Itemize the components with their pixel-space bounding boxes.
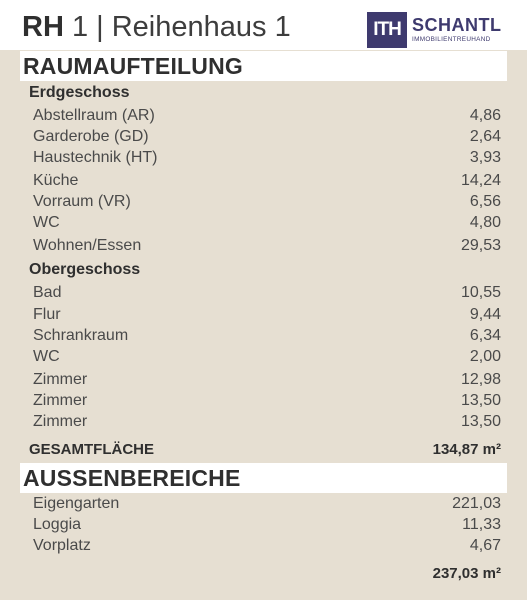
room-area: 12,98: [460, 371, 501, 388]
table-row: Küche 14,24: [33, 172, 501, 192]
room-area: 4,86: [469, 107, 501, 124]
room-area: 2,00: [469, 348, 501, 365]
table-row: Garderobe (GD) 2,64: [33, 128, 501, 148]
area-value: 221,03: [452, 495, 501, 512]
table-row: Zimmer 13,50: [33, 392, 501, 412]
room-area: 14,24: [460, 172, 501, 189]
room-area: 9,44: [469, 306, 501, 323]
table-row: Bad 10,55: [33, 284, 501, 304]
room-area: 13,50: [460, 392, 501, 409]
table-row: Eigengarten 221,03: [33, 495, 501, 515]
total-value: 237,03 m²: [432, 565, 501, 582]
room-label: Abstellraum (AR): [33, 107, 155, 124]
room-area: 13,50: [460, 413, 501, 430]
logo-name: SCHANTL: [412, 15, 502, 35]
logo-mark: ITH: [367, 12, 407, 48]
room-label: Küche: [33, 172, 79, 189]
room-label: Zimmer: [33, 413, 88, 430]
table-row: Abstellraum (AR) 4,86: [33, 107, 501, 127]
table-row: Haustechnik (HT) 3,93: [33, 149, 501, 169]
section-heading-aussenbereiche: AUSSENBEREICHE: [23, 465, 241, 491]
subheading-erdgeschoss: Erdgeschoss: [29, 84, 130, 101]
total-value: 134,87 m²: [432, 441, 501, 458]
section-bar-aussenbereiche: AUSSENBEREICHE: [20, 463, 507, 493]
table-row: Zimmer 12,98: [33, 371, 501, 391]
room-label: Bad: [33, 284, 62, 301]
area-value: 11,33: [462, 516, 501, 533]
room-label: Wohnen/Essen: [33, 237, 142, 254]
room-label: Zimmer: [33, 392, 88, 409]
section-bar-raumaufteilung: RAUMAUFTEILUNG: [20, 51, 507, 81]
room-area: 6,34: [469, 327, 501, 344]
page-title: RH 1 | Reihenhaus 1: [22, 10, 291, 44]
table-row: Wohnen/Essen 29,53: [33, 237, 501, 257]
room-label: WC: [33, 214, 60, 231]
table-row: WC 2,00: [33, 348, 501, 368]
room-area: 4,80: [469, 214, 501, 231]
room-label: Garderobe (GD): [33, 128, 149, 145]
room-label: Zimmer: [33, 371, 88, 388]
room-area: 29,53: [460, 237, 501, 254]
area-label: Vorplatz: [33, 537, 91, 554]
subheading-obergeschoss: Obergeschoss: [29, 261, 141, 278]
logo-subtitle: IMMOBILIENTREUHAND: [412, 36, 491, 43]
room-label: Flur: [33, 306, 61, 323]
title-rest: 1 | Reihenhaus 1: [71, 11, 291, 43]
room-label: Schrankraum: [33, 327, 129, 344]
area-label: Loggia: [33, 516, 82, 533]
company-logo: ITH SCHANTL IMMOBILIENTREUHAND: [367, 12, 521, 48]
logo-text: SCHANTL IMMOBILIENTREUHAND: [412, 16, 502, 44]
room-label: Vorraum (VR): [33, 193, 131, 210]
table-row: Vorraum (VR) 6,56: [33, 193, 501, 213]
area-value: 4,67: [469, 537, 501, 554]
total-label: GESAMTFLÄCHE: [29, 441, 154, 458]
table-row: Zimmer 13,50: [33, 413, 501, 433]
room-area: 6,56: [469, 193, 501, 210]
area-label: Eigengarten: [33, 495, 120, 512]
title-bold: RH: [22, 11, 64, 43]
table-row: Schrankraum 6,34: [33, 327, 501, 347]
table-row: Flur 9,44: [33, 306, 501, 326]
room-area: 10,55: [460, 284, 501, 301]
section-heading-raumaufteilung: RAUMAUFTEILUNG: [23, 53, 243, 79]
table-row: Loggia 11,33: [33, 516, 501, 536]
room-area: 2,64: [469, 128, 501, 145]
room-label: WC: [33, 348, 60, 365]
header: RH 1 | Reihenhaus 1 ITH SCHANTL IMMOBILI…: [0, 0, 527, 50]
table-row: Vorplatz 4,67: [33, 537, 501, 557]
room-area: 3,93: [469, 149, 501, 166]
room-label: Haustechnik (HT): [33, 149, 158, 166]
table-row: WC 4,80: [33, 214, 501, 234]
